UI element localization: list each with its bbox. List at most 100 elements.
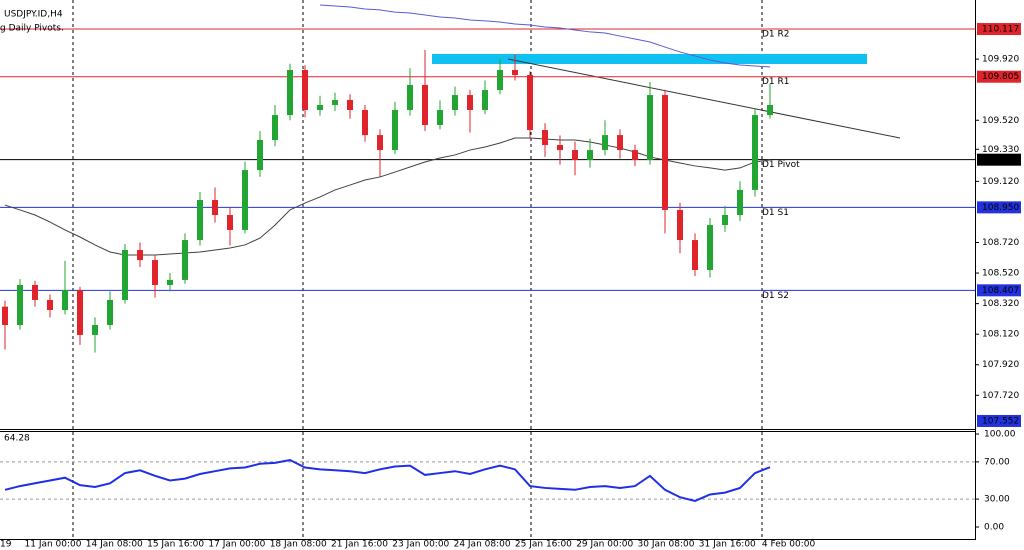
x-tick-label: 14 Jan 08:00 bbox=[86, 540, 143, 550]
candle-body bbox=[47, 299, 53, 311]
moving-average bbox=[319, 4, 771, 68]
candle-body bbox=[77, 290, 83, 335]
y-tick-label: 108.720 bbox=[982, 238, 1019, 248]
candle-body bbox=[2, 306, 8, 326]
candle-body bbox=[572, 150, 578, 160]
price-box bbox=[977, 23, 1021, 36]
price-box bbox=[977, 414, 1021, 427]
x-tick-label: 18 Jan 08:00 bbox=[270, 540, 327, 550]
candle-body bbox=[152, 260, 158, 285]
y-tick-label: 108.520 bbox=[982, 269, 1019, 279]
candle-body bbox=[752, 115, 758, 190]
y-tick-label: 70.00 bbox=[984, 457, 1010, 467]
y-tick-label: 107.720 bbox=[982, 391, 1019, 401]
candle-body bbox=[182, 240, 188, 280]
price-box-label: 107.552 bbox=[982, 416, 1019, 426]
candle-body bbox=[512, 69, 518, 76]
chart-subtitle: g Daily Pivots. bbox=[0, 24, 64, 34]
candle-body bbox=[362, 110, 368, 136]
candle-body bbox=[482, 90, 488, 111]
y-tick-label: 30.00 bbox=[984, 495, 1010, 505]
indicator-line bbox=[4, 458, 771, 503]
x-tick-label: 25 Jan 16:00 bbox=[515, 540, 572, 550]
candle-body bbox=[617, 135, 623, 151]
x-tick-label: 24 Jan 08:00 bbox=[454, 540, 511, 550]
candle-body bbox=[62, 290, 68, 311]
y-tick-label: 108.320 bbox=[982, 299, 1019, 309]
candle-body bbox=[347, 99, 353, 111]
candle-body bbox=[392, 110, 398, 151]
trendline bbox=[507, 58, 901, 139]
y-tick-label: 109.330 bbox=[982, 145, 1019, 155]
candle-body bbox=[437, 110, 443, 125]
candle-body bbox=[557, 145, 563, 151]
candle-body bbox=[122, 249, 128, 300]
price-box-label: 110.117 bbox=[982, 25, 1019, 35]
candle-body bbox=[167, 279, 173, 285]
candle-body bbox=[632, 150, 638, 160]
candle-body bbox=[302, 69, 308, 111]
candle-body bbox=[17, 284, 23, 326]
y-tick-label: 109.520 bbox=[982, 116, 1019, 126]
candle-body bbox=[542, 130, 548, 146]
candle-body bbox=[722, 214, 728, 226]
candle-body bbox=[377, 135, 383, 151]
candle-body bbox=[32, 284, 38, 300]
price-box-label: 108.950 bbox=[982, 203, 1019, 213]
price-box-label: 109.805 bbox=[982, 72, 1019, 82]
pivot-name: D1 Pivot bbox=[762, 160, 800, 170]
x-tick-label: 15 Jan 16:00 bbox=[147, 540, 204, 550]
candle-body bbox=[287, 69, 293, 116]
x-tick-label: 21 Jan 16:00 bbox=[331, 540, 388, 550]
candle-body bbox=[662, 95, 668, 210]
candle-body bbox=[332, 99, 338, 105]
candle-body bbox=[737, 189, 743, 215]
x-tick-label: 4 Feb 00:00 bbox=[762, 540, 816, 550]
x-tick-label: 17 Jan 00:00 bbox=[208, 540, 265, 550]
pivot-name: D1 S2 bbox=[762, 291, 789, 301]
candle-body bbox=[677, 209, 683, 241]
candle-body bbox=[707, 225, 713, 271]
price-box-label: 108.407 bbox=[982, 286, 1019, 296]
price-box bbox=[977, 201, 1021, 214]
indicator-value: 64.28 bbox=[4, 434, 30, 444]
candle-body bbox=[767, 104, 773, 116]
candle-body bbox=[587, 150, 593, 160]
candle-body bbox=[422, 84, 428, 125]
plot: 109.920 109.520 109.330 109.120 108.720 108.5… bbox=[0, 4, 1021, 550]
candle-body bbox=[407, 84, 413, 111]
candle-body bbox=[137, 249, 143, 261]
x-tick-label: 11 Jan 00:00 bbox=[25, 540, 82, 550]
candle-body bbox=[197, 200, 203, 241]
candle-body bbox=[602, 135, 608, 151]
pivot-name: D1 S1 bbox=[762, 208, 789, 218]
y-tick-label: 109.120 bbox=[982, 177, 1019, 187]
candle-body bbox=[467, 95, 473, 111]
y-tick-label: 108.120 bbox=[982, 330, 1019, 340]
candle-body bbox=[452, 95, 458, 111]
candle-body bbox=[497, 69, 503, 91]
candle-body bbox=[317, 104, 323, 111]
candle-body bbox=[212, 200, 218, 215]
candle-body bbox=[92, 325, 98, 335]
candle-body bbox=[107, 299, 113, 326]
candle-body bbox=[257, 139, 263, 171]
candle-body bbox=[272, 115, 278, 140]
x-tick-label: 29 Jan 00:00 bbox=[576, 540, 633, 550]
x-tick-label: 30 Jan 08:00 bbox=[638, 540, 695, 550]
y-tick-label: 109.920 bbox=[982, 55, 1019, 65]
x-tick-label: 23 Jan 00:00 bbox=[392, 540, 449, 550]
candle-body bbox=[527, 75, 533, 131]
price-box bbox=[977, 153, 1021, 166]
candle-body bbox=[692, 240, 698, 271]
y-tick-label: 107.920 bbox=[982, 360, 1019, 370]
x-tick-label: 31 Jan 16:00 bbox=[699, 540, 756, 550]
y-tick-label: 0.00 bbox=[984, 523, 1004, 533]
x-tick-label: 19 bbox=[0, 540, 12, 550]
candle-body bbox=[227, 214, 233, 230]
moving-average bbox=[4, 137, 771, 256]
pivot-name: D1 R2 bbox=[762, 30, 790, 40]
resistance-zone bbox=[432, 54, 867, 64]
